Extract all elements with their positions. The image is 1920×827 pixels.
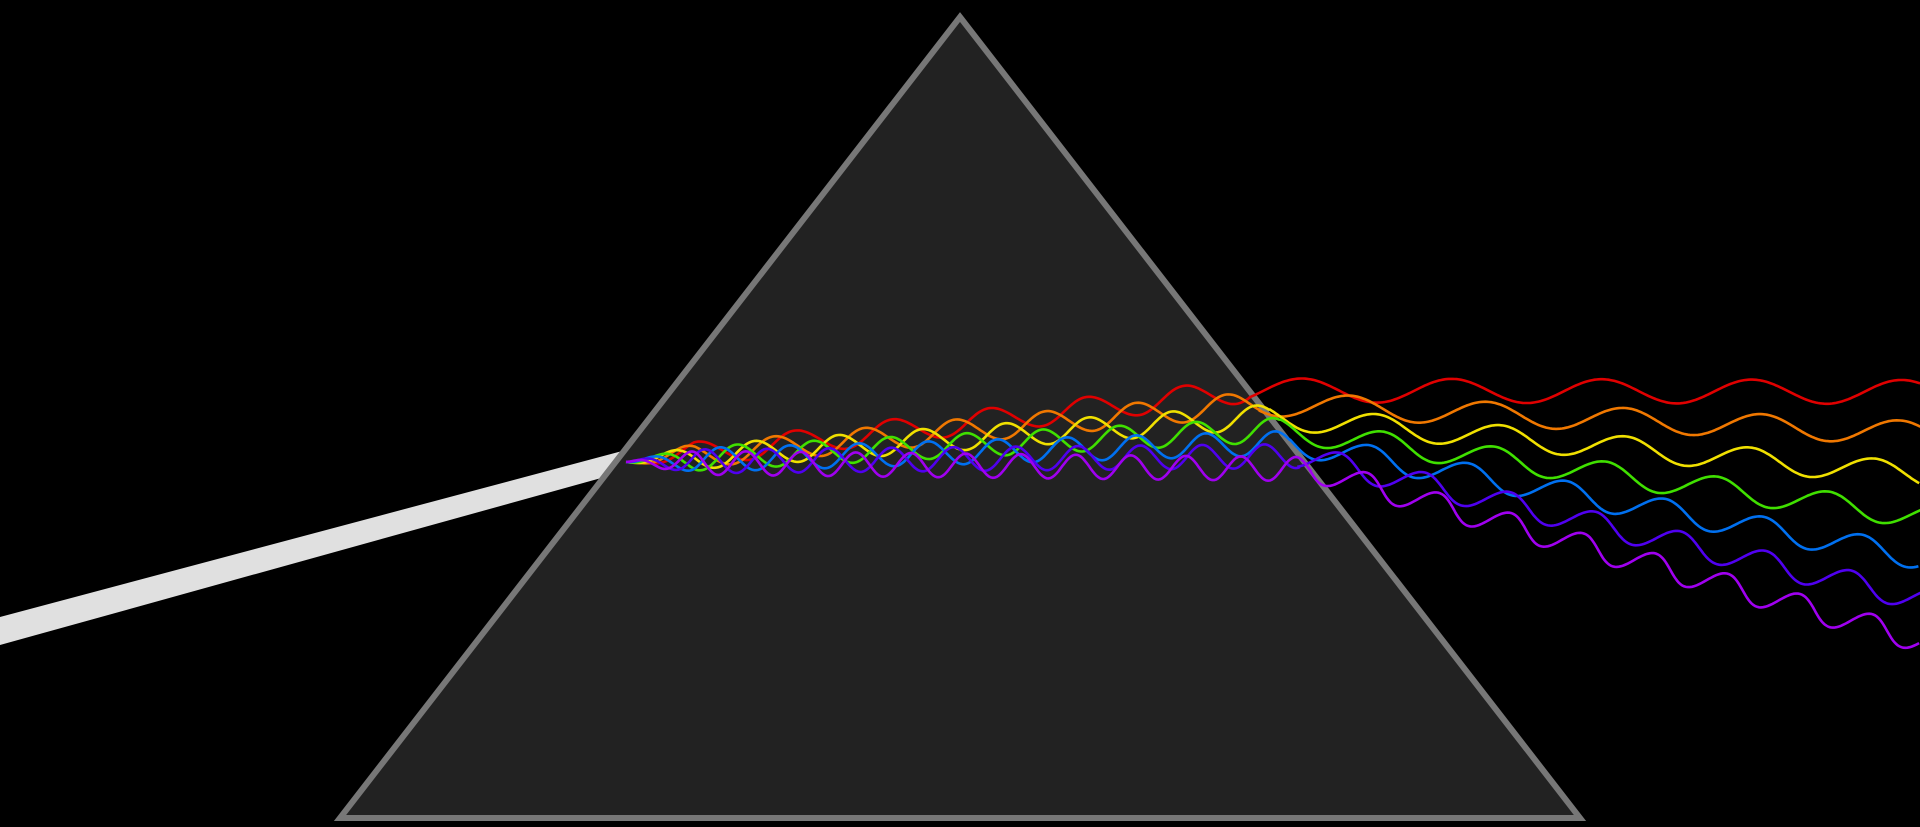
- white-light-beam: [0, 450, 630, 645]
- light-wave: [626, 393, 1920, 466]
- light-wave: [625, 377, 1920, 465]
- light-wave: [625, 429, 1919, 569]
- spectrum-waves: [625, 377, 1920, 650]
- light-wave: [625, 404, 1920, 485]
- light-wave: [625, 449, 1920, 650]
